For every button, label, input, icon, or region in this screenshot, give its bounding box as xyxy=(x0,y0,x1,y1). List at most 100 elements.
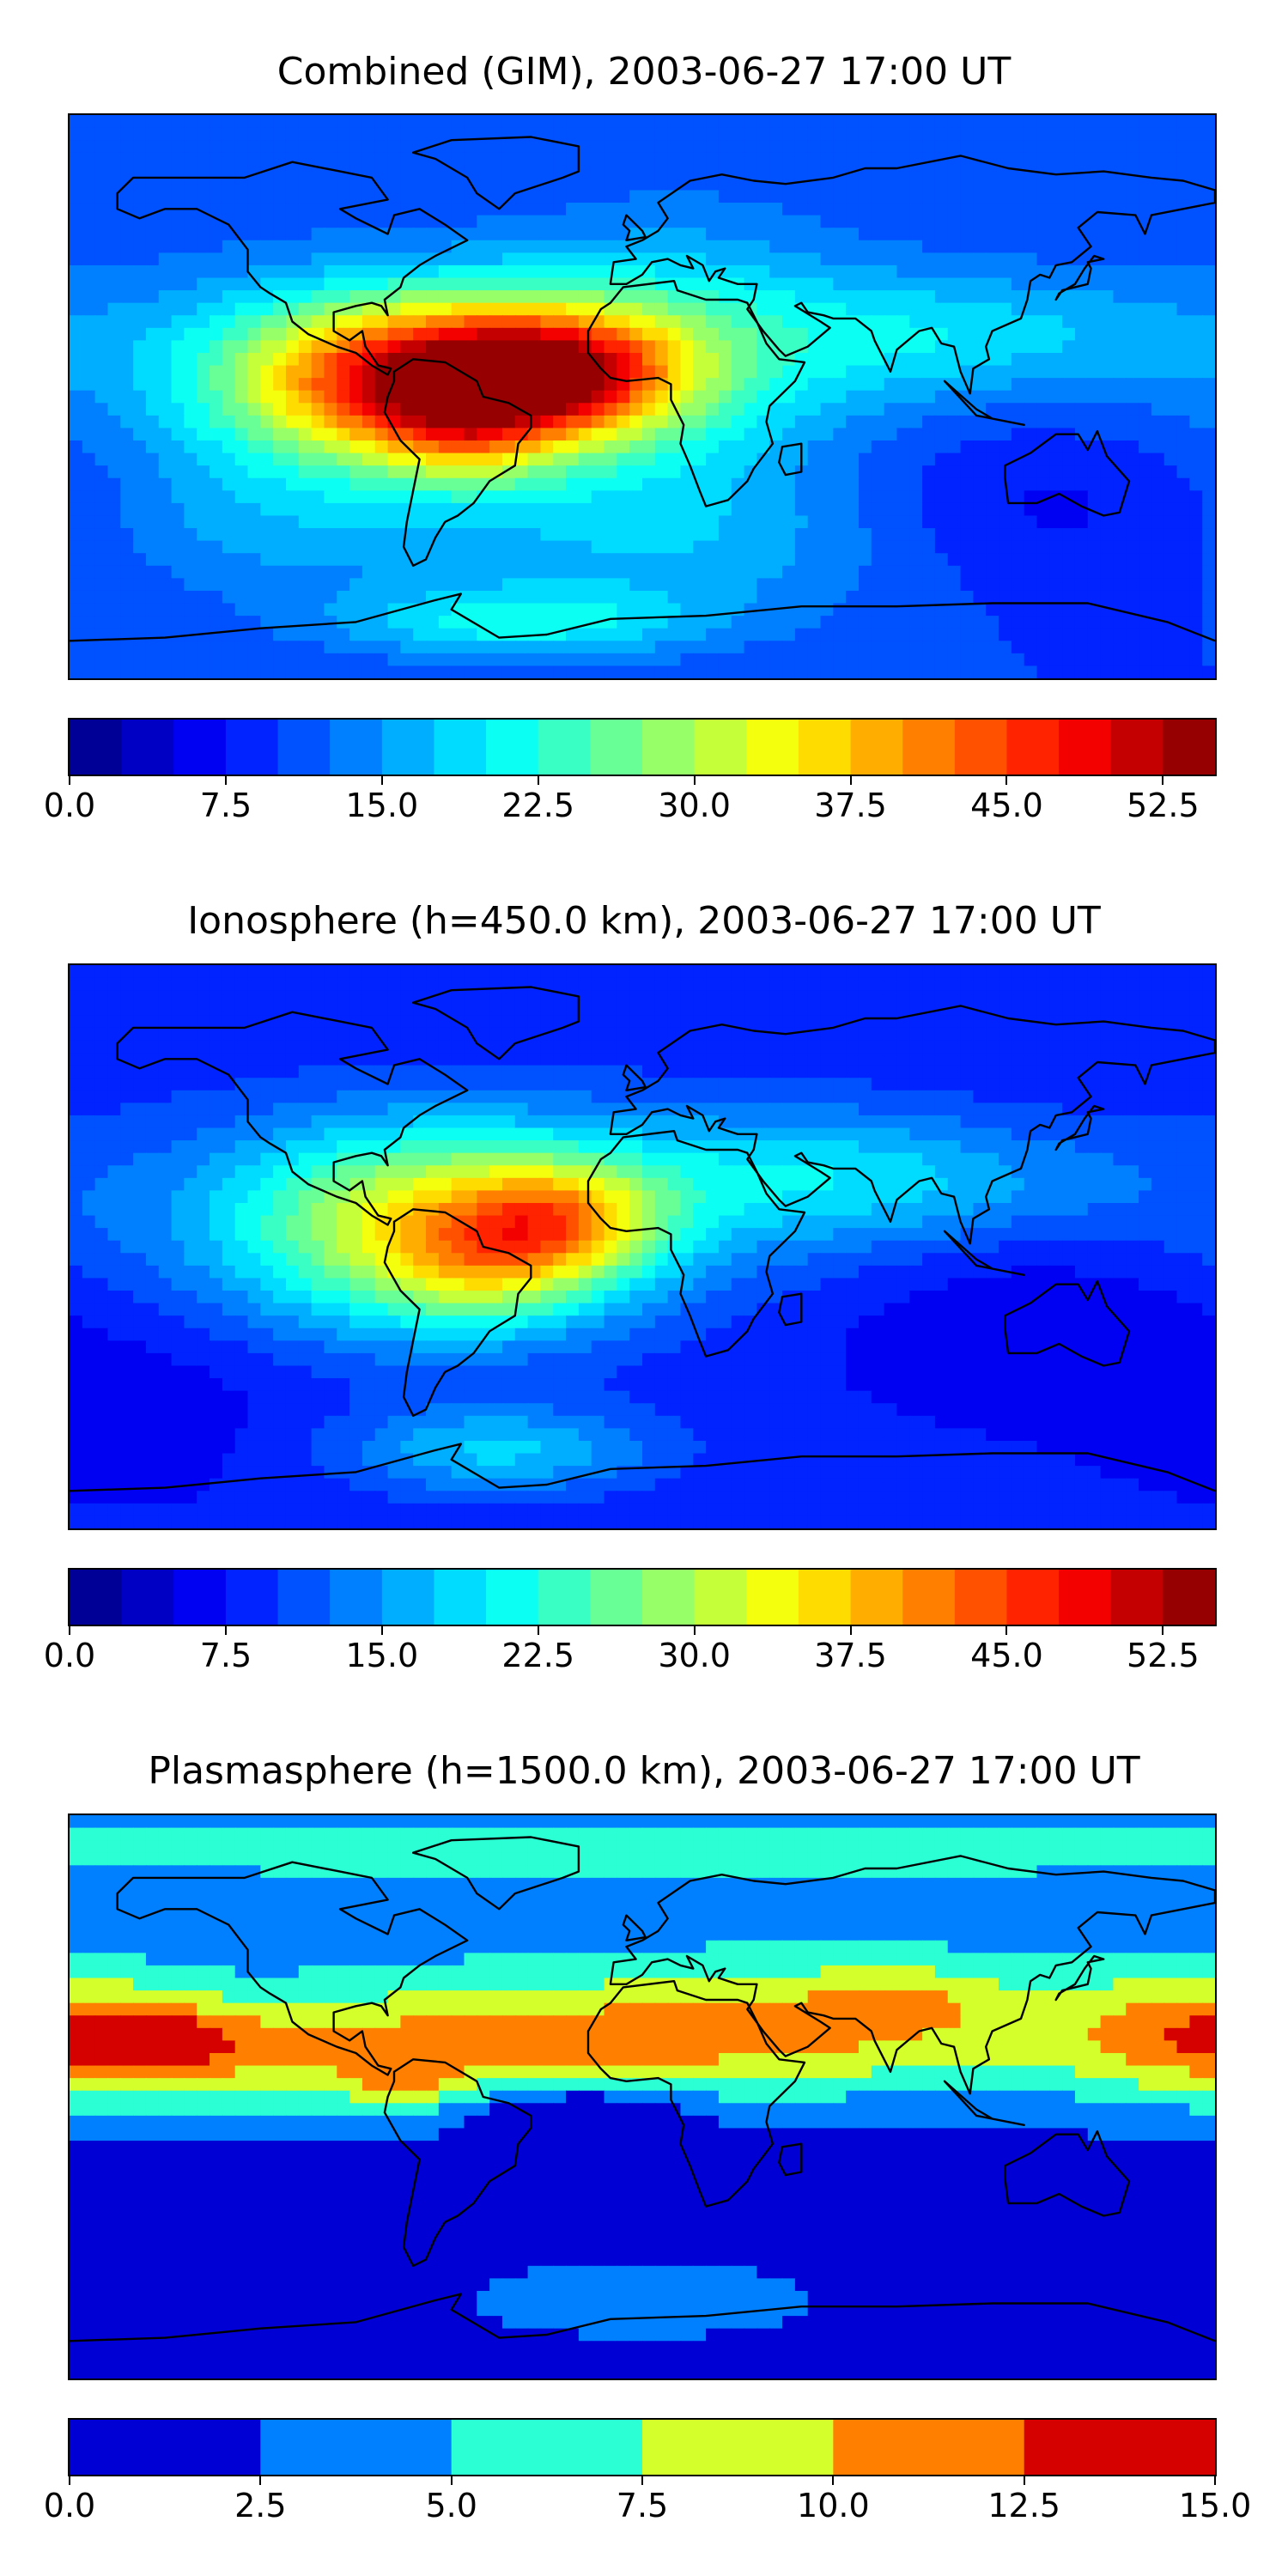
heatmap-cell xyxy=(501,628,516,642)
heatmap-cell xyxy=(413,190,427,204)
heatmap-cell xyxy=(438,653,453,667)
heatmap-cell xyxy=(438,1015,453,1029)
heatmap-cell xyxy=(501,203,516,216)
heatmap-cell xyxy=(756,616,771,629)
heatmap-cell xyxy=(349,553,363,567)
heatmap-cell xyxy=(171,590,185,605)
heatmap-cell xyxy=(1163,565,1178,580)
heatmap-cell xyxy=(171,490,185,504)
heatmap-cell xyxy=(807,315,822,329)
heatmap-cell xyxy=(769,641,783,654)
heatmap-cell xyxy=(553,1053,567,1066)
heatmap-cell xyxy=(731,1015,745,1029)
heatmap-cell xyxy=(922,1053,936,1066)
heatmap-cell xyxy=(999,390,1012,404)
heatmap-cell xyxy=(871,390,885,404)
heatmap-cell xyxy=(629,140,643,154)
heatmap-cell xyxy=(1113,528,1127,542)
heatmap-cell xyxy=(120,965,134,979)
heatmap-cell xyxy=(578,515,592,529)
heatmap-cell xyxy=(833,140,847,154)
heatmap-cell xyxy=(133,177,147,191)
heatmap-cell xyxy=(1024,1027,1038,1042)
heatmap-cell xyxy=(1139,965,1152,979)
heatmap-cell xyxy=(858,390,872,404)
heatmap-cell xyxy=(617,190,630,204)
heatmap-cell xyxy=(922,165,936,179)
heatmap-cell xyxy=(1163,302,1178,317)
heatmap-cell xyxy=(1176,477,1191,492)
heatmap-cell xyxy=(222,616,236,629)
heatmap-cell xyxy=(324,565,338,580)
heatmap-cell xyxy=(361,990,376,1004)
heatmap-cell xyxy=(999,628,1012,642)
heatmap-cell xyxy=(999,177,1012,191)
heatmap-cell xyxy=(820,365,835,379)
heatmap-cell xyxy=(807,415,822,429)
heatmap-cell xyxy=(374,616,389,629)
heatmap-cell xyxy=(706,490,720,504)
heatmap-cell xyxy=(1163,515,1178,529)
heatmap-cell xyxy=(896,152,911,167)
heatmap-cell xyxy=(591,115,605,129)
heatmap-cell xyxy=(1074,977,1089,991)
heatmap-cell xyxy=(769,315,783,329)
heatmap-cell xyxy=(566,228,580,241)
heatmap-cell xyxy=(260,115,274,129)
heatmap-cell xyxy=(184,277,198,291)
heatmap-cell xyxy=(986,641,999,654)
heatmap-cell xyxy=(527,540,542,555)
heatmap-cell xyxy=(731,653,745,667)
heatmap-cell xyxy=(1202,440,1215,454)
heatmap-cell xyxy=(591,277,605,291)
heatmap-cell xyxy=(553,127,567,141)
heatmap-cell xyxy=(324,165,338,179)
heatmap-cell xyxy=(158,1065,173,1078)
heatmap-cell xyxy=(667,990,682,1004)
heatmap-cell xyxy=(171,428,185,441)
heatmap-cell xyxy=(820,565,835,580)
heatmap-cell xyxy=(629,190,643,204)
heatmap-cell xyxy=(464,603,478,617)
heatmap-cell xyxy=(324,127,338,141)
heatmap-cell xyxy=(769,190,783,204)
heatmap-cell xyxy=(489,302,503,317)
heatmap-cell xyxy=(871,203,885,216)
heatmap-cell xyxy=(1202,302,1215,317)
heatmap-cell xyxy=(477,603,490,617)
heatmap-cell xyxy=(514,977,529,991)
heatmap-cell xyxy=(82,990,96,1004)
heatmap-cell xyxy=(1151,252,1165,266)
heatmap-cell xyxy=(693,603,707,617)
heatmap-cell xyxy=(426,665,440,678)
heatmap-cell xyxy=(324,302,338,317)
heatmap-cell xyxy=(260,352,274,367)
heatmap-cell xyxy=(120,1040,134,1054)
heatmap-cell xyxy=(489,590,503,605)
heatmap-cell xyxy=(629,578,643,592)
heatmap-cell xyxy=(107,365,122,379)
heatmap-cell xyxy=(922,140,936,154)
heatmap-cell xyxy=(960,403,975,416)
heatmap-cell xyxy=(858,415,872,429)
heatmap-cell xyxy=(311,440,325,454)
heatmap-cell xyxy=(1151,528,1165,542)
heatmap-cell xyxy=(896,578,911,592)
heatmap-cell xyxy=(260,152,274,167)
heatmap-cell xyxy=(82,290,96,304)
heatmap-cell xyxy=(285,515,300,529)
heatmap-cell xyxy=(501,390,516,404)
heatmap-cell xyxy=(171,665,185,678)
heatmap-cell xyxy=(680,477,695,492)
heatmap-cell xyxy=(1011,477,1025,492)
heatmap-cell xyxy=(477,165,490,179)
heatmap-cell xyxy=(1113,203,1127,216)
heatmap-cell xyxy=(858,515,872,529)
heatmap-cell xyxy=(234,177,249,191)
heatmap-cell xyxy=(960,1027,975,1042)
heatmap-cell xyxy=(871,641,885,654)
heatmap-cell xyxy=(718,465,732,479)
heatmap-cell xyxy=(197,290,210,304)
colorbar-segment xyxy=(434,720,487,775)
heatmap-cell xyxy=(744,352,758,367)
